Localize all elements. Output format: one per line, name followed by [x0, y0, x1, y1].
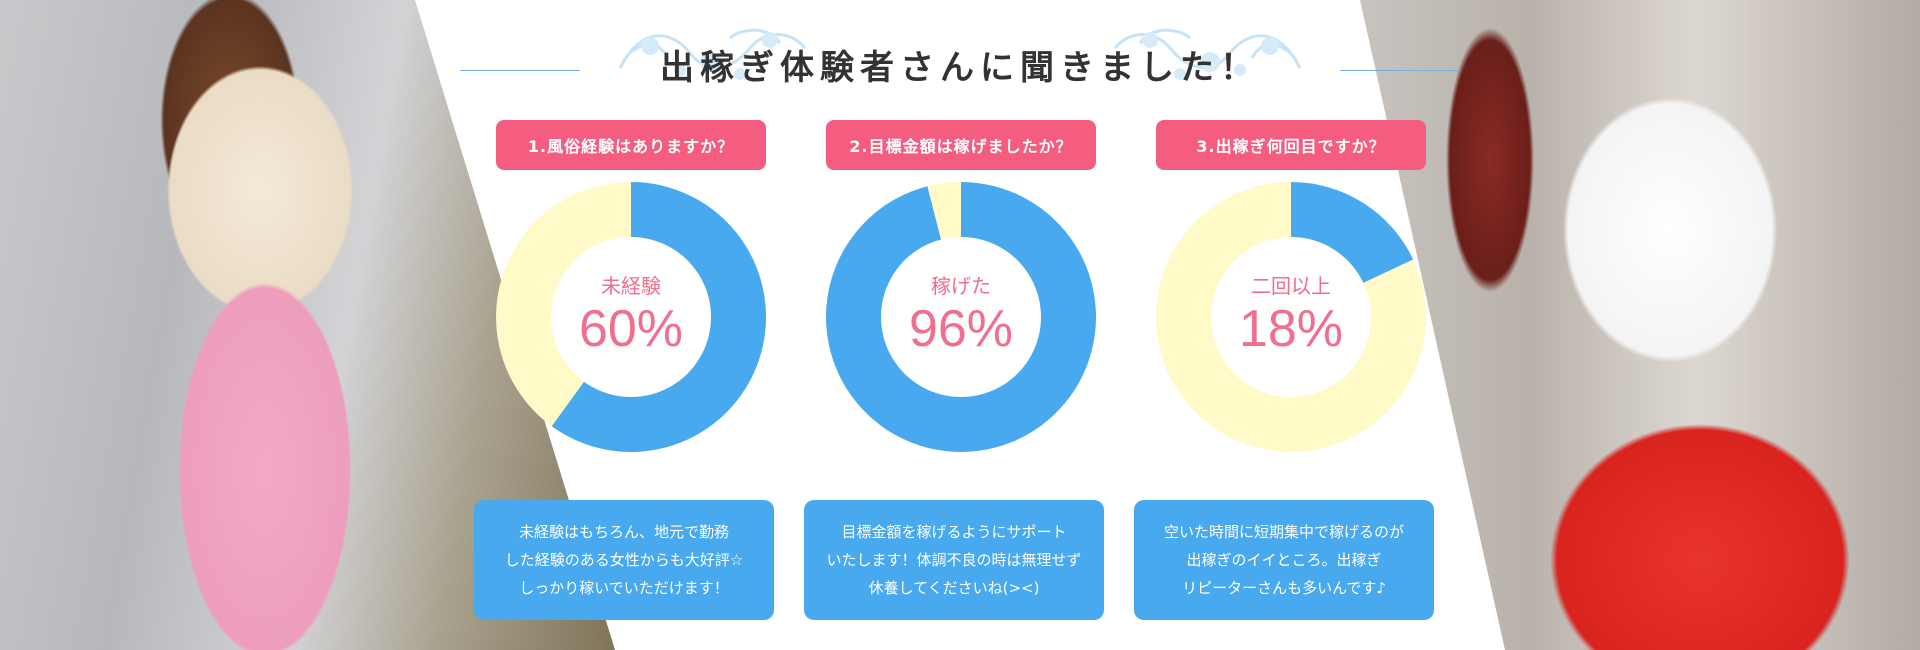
description-line: 未経験はもちろん、地元で勤務	[518, 523, 729, 541]
question-tag: 2.目標金額は稼げましたか？	[826, 120, 1096, 170]
title-banner: 出稼ぎ体験者さんに聞きました！	[0, 12, 1920, 88]
description-box: 空いた時間に短期集中で稼げるのが 出稼ぎのイイところ。出稼ぎ リピーターさんも多…	[1134, 500, 1434, 620]
question-tag: 1.風俗経験はありますか？	[496, 120, 766, 170]
floral-ornament-icon	[618, 28, 807, 80]
donut-slice-result	[826, 182, 1096, 452]
description-line: いたします！体調不良の時は無理せず	[826, 551, 1082, 569]
donut-center: 未経験 60%	[496, 182, 766, 452]
donut-center: 稼げた 96%	[826, 182, 1096, 452]
donut-slice-result	[1291, 182, 1414, 283]
description-line: しっかり稼いでいただけます！	[519, 579, 729, 597]
description-line: 休養してくださいね(><)	[868, 579, 1040, 597]
description-line: リピーターさんも多いんです♪	[1182, 579, 1386, 597]
description-box: 未経験はもちろん、地元で勤務 した経験のある女性からも大好評☆ しっかり稼いでい…	[474, 500, 774, 620]
description-line: 目標金額を稼げるようにサポート	[841, 523, 1067, 541]
result-value: 60%	[578, 299, 684, 358]
donut-slice-remainder	[496, 182, 631, 427]
title-line-right	[1340, 70, 1460, 71]
donut-chart	[1156, 182, 1426, 452]
donut-chart	[826, 182, 1096, 452]
donut-center: 二回以上 18%	[1156, 182, 1426, 452]
page-title: 出稼ぎ体験者さんに聞きました！	[660, 48, 1260, 88]
donut-slice-remainder	[1156, 182, 1426, 452]
donut-slice-result	[551, 182, 766, 452]
photo-woman-red-skirt	[1360, 0, 1920, 650]
result-label: 未経験	[601, 273, 661, 298]
title-line-left	[460, 70, 580, 71]
result-value: 96%	[908, 299, 1014, 358]
description-line: 出稼ぎのイイところ。出稼ぎ	[1186, 551, 1382, 569]
donut-chart	[496, 182, 766, 452]
description-line: した経験のある女性からも大好評☆	[504, 551, 744, 569]
result-value: 18%	[1238, 299, 1344, 358]
result-label: 稼げた	[931, 273, 991, 298]
result-label: 二回以上	[1251, 273, 1331, 298]
donut-slice-remainder	[927, 182, 961, 240]
description-line: 空いた時間に短期集中で稼げるのが	[1163, 523, 1404, 541]
description-box: 目標金額を稼げるようにサポート いたします！体調不良の時は無理せず 休養してくだ…	[804, 500, 1104, 620]
floral-ornament-icon	[1113, 28, 1302, 80]
question-tag: 3.出稼ぎ何回目ですか？	[1156, 120, 1426, 170]
